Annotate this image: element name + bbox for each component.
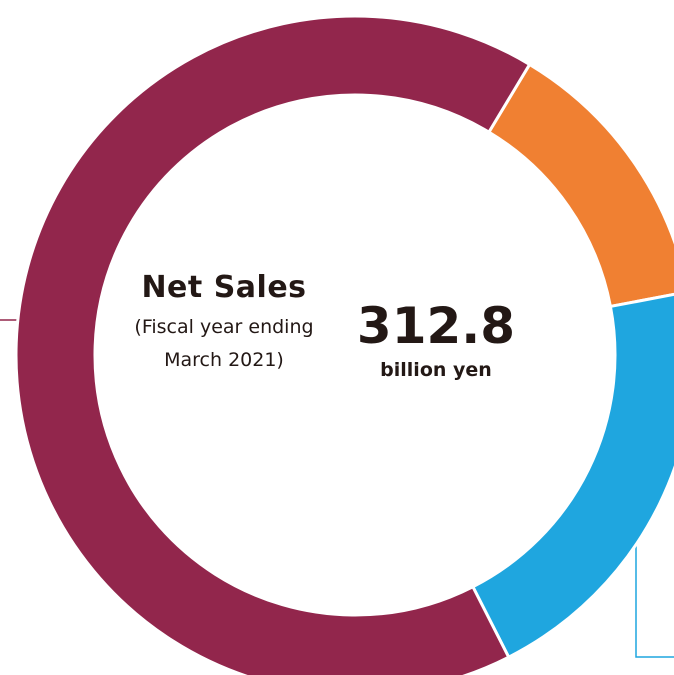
total-value-block: 312.8 billion yen bbox=[350, 296, 522, 381]
donut-slice-3 bbox=[14, 14, 532, 675]
donut-slice-1 bbox=[486, 62, 674, 309]
total-value-unit: billion yen bbox=[380, 359, 492, 381]
chart-title: Net Sales bbox=[141, 270, 307, 305]
chart-subtitle: (Fiscal year ending March 2021) bbox=[134, 316, 314, 371]
total-value: 312.8 bbox=[356, 297, 516, 355]
donut-slices bbox=[14, 14, 674, 675]
leader-line-right bbox=[635, 500, 674, 658]
center-label: Net Sales (Fiscal year ending March 2021… bbox=[118, 270, 330, 377]
